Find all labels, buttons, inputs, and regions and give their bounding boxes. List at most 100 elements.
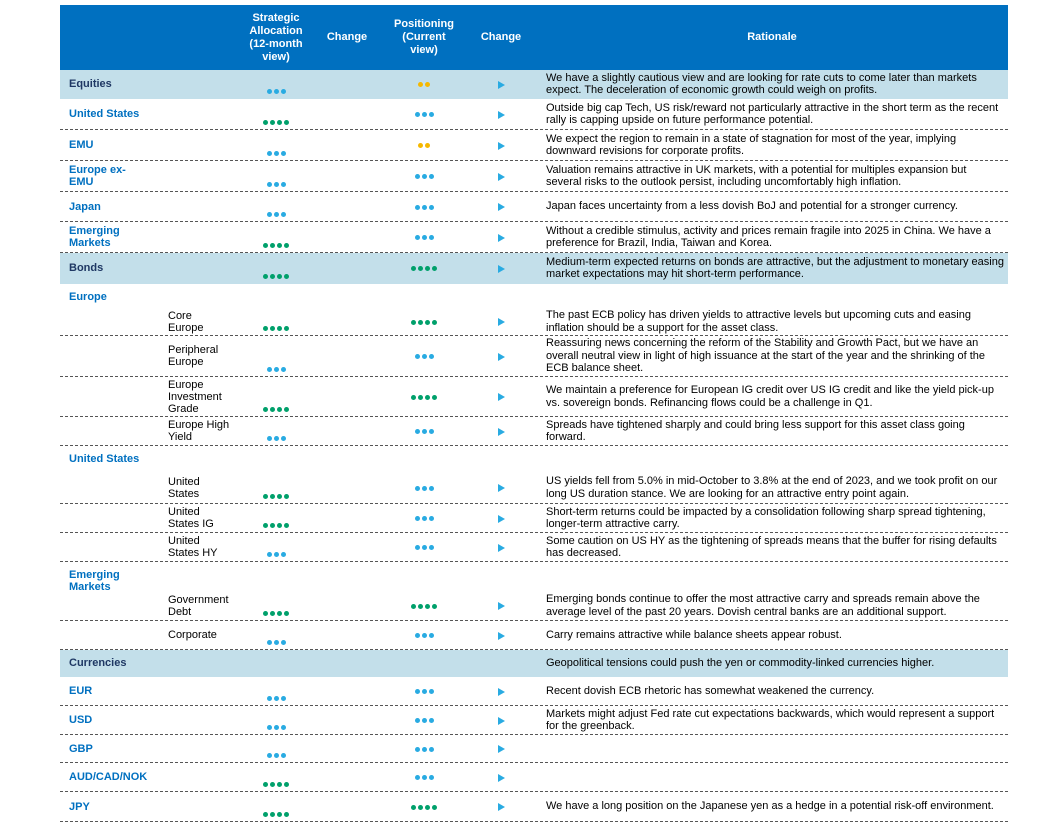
dot — [414, 235, 420, 240]
change-arrow — [498, 80, 505, 89]
dot — [270, 325, 275, 331]
row-label: AUD/CAD/NOK — [69, 771, 148, 783]
dot — [432, 266, 437, 271]
change-arrow — [498, 141, 505, 150]
table-row: United States HY Some caution on US HY as… — [60, 533, 1008, 562]
row-label: JPY — [69, 800, 90, 813]
change-arrow — [498, 264, 505, 273]
dot — [411, 804, 416, 810]
dot — [421, 235, 427, 240]
rationale: Reassuring news concerning the reform of… — [546, 337, 986, 375]
allocation-dots — [263, 325, 289, 331]
dot — [266, 181, 272, 187]
rationale: The past ECB policy has driven yields to… — [546, 309, 971, 334]
dot — [284, 610, 289, 616]
dot — [428, 429, 434, 434]
dot — [421, 485, 427, 491]
allocation-dots — [263, 242, 289, 248]
dot — [428, 204, 434, 210]
dot — [270, 610, 275, 616]
dot — [411, 603, 416, 609]
header-positioning: Positioning (Current view) — [394, 18, 454, 56]
positioning-dots — [411, 319, 437, 325]
rationale: Outside big cap Tech, US risk/reward not… — [546, 101, 999, 127]
dot — [270, 781, 275, 787]
dot — [425, 603, 430, 609]
dot — [428, 174, 434, 179]
allocation-dots — [266, 88, 286, 94]
dot — [273, 752, 279, 758]
dot — [266, 88, 272, 94]
allocation-dots — [263, 406, 289, 412]
dot — [432, 603, 437, 609]
change-arrow — [498, 687, 505, 696]
dot — [428, 718, 434, 723]
row-label: GBP — [69, 742, 93, 755]
dot — [280, 211, 286, 217]
change-arrow — [498, 602, 505, 610]
dot — [414, 545, 420, 550]
dot — [280, 724, 286, 730]
dot — [421, 174, 427, 179]
dot — [421, 112, 427, 117]
table-row: GBP — [60, 735, 1008, 763]
rationale: Valuation remains attractive in UK marke… — [546, 163, 967, 189]
rationale: Emerging bonds continue to offer the mos… — [546, 593, 980, 618]
change-arrow — [498, 514, 505, 523]
dot — [273, 724, 279, 730]
dot — [277, 522, 282, 528]
dot — [428, 485, 434, 491]
rationale: We expect the region to remain in a stat… — [546, 132, 957, 158]
sub-label: Government Debt — [168, 593, 229, 618]
table-row: Emerging Markets — [60, 562, 1008, 593]
dot — [280, 695, 286, 701]
dot — [270, 242, 275, 248]
table-row: United States Outside big cap Tech, US ri… — [60, 99, 1008, 130]
dot — [266, 150, 272, 156]
dot — [284, 325, 289, 331]
positioning-dots — [414, 174, 434, 179]
sub-label: Peripheral Europe — [168, 344, 219, 368]
header-change: Change — [480, 31, 522, 43]
rationale: We have a slightly cautious view and are… — [546, 71, 977, 97]
dot — [277, 493, 282, 499]
dot — [432, 804, 437, 810]
table-row: United States IG Short-term returns could… — [60, 504, 1008, 533]
allocation-dots — [263, 119, 289, 125]
sub-label: United States HY — [168, 535, 218, 559]
table-row: Core Europe The past ECB policy has drive… — [60, 308, 1008, 336]
dot — [280, 551, 286, 557]
dot — [273, 366, 279, 372]
dot — [273, 150, 279, 156]
section-label: Currencies — [69, 657, 127, 669]
allocation-dots — [266, 639, 286, 645]
dot — [421, 204, 427, 210]
dot — [270, 522, 275, 528]
dot — [284, 522, 289, 528]
dot — [414, 429, 420, 434]
table-row: Bonds Medium-term expected returns on bon… — [60, 253, 1008, 284]
positioning-dots — [414, 204, 434, 210]
group-label: Emerging Markets — [69, 569, 120, 593]
dot — [273, 435, 279, 441]
dot — [270, 406, 275, 412]
dot — [428, 354, 434, 359]
positioning-dots — [414, 429, 434, 434]
allocation-dots — [266, 181, 286, 187]
table-row: Europe Investment Grade We maintain a pre… — [60, 377, 1008, 417]
dot — [418, 143, 423, 148]
change-arrow — [498, 543, 505, 552]
dot — [273, 695, 279, 701]
dot — [277, 406, 282, 412]
dot — [284, 811, 289, 817]
dot — [414, 204, 420, 210]
group-label: United States — [69, 453, 140, 465]
row-label: EMU — [69, 139, 94, 151]
sub-label: Corporate — [168, 629, 217, 641]
dot — [411, 319, 416, 325]
positioning-dots — [418, 143, 430, 148]
change-arrow — [498, 203, 505, 211]
dot — [418, 804, 423, 810]
table-row: JPY We have a long position on the Japane… — [60, 792, 1008, 822]
dot — [266, 639, 272, 645]
